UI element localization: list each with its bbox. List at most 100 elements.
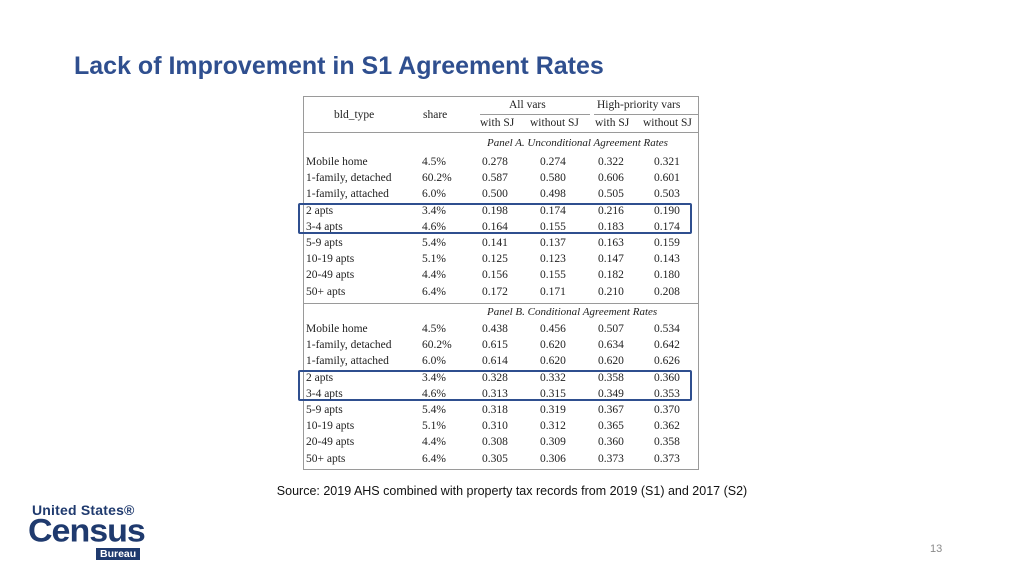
all-with-sj-cell: 0.156 bbox=[482, 269, 508, 282]
share-cell: 5.4% bbox=[422, 404, 446, 416]
group-header-all-vars: All vars bbox=[509, 99, 546, 111]
panel-a-title: Panel A. Unconditional Agreement Rates bbox=[487, 137, 668, 149]
row-label: 1-family, detached bbox=[306, 172, 392, 185]
high-with-sj-cell: 0.147 bbox=[598, 253, 624, 266]
share-cell: 6.4% bbox=[422, 452, 446, 465]
table-row: 3-4 apts 4.6% 0.313 0.315 0.349 0.353 bbox=[304, 386, 698, 402]
logo-line-2: Census bbox=[28, 512, 146, 550]
logo-line-1: United States® bbox=[32, 502, 135, 518]
table-row: 1-family, attached 6.0% 0.614 0.620 0.620 0.6… bbox=[304, 353, 698, 369]
row-label: 2 apts bbox=[306, 204, 334, 217]
table-row: 2 apts 3.4% 0.198 0.174 0.216 0.190 bbox=[304, 203, 698, 219]
row-label: 5-9 apts bbox=[306, 237, 343, 249]
all-without-sj-cell: 0.312 bbox=[540, 420, 566, 433]
all-without-sj-cell: 0.171 bbox=[540, 285, 566, 298]
table-row: 10-19 apts 5.1% 0.310 0.312 0.365 0.362 bbox=[304, 418, 698, 434]
all-with-sj-cell: 0.164 bbox=[482, 220, 508, 233]
all-with-sj-cell: 0.614 bbox=[482, 355, 508, 368]
all-without-sj-cell: 0.274 bbox=[540, 156, 566, 168]
subheader-with-sj-2: with SJ bbox=[595, 117, 630, 129]
table-row: 1-family, detached 60.2% 0.615 0.620 0.634 0.… bbox=[304, 337, 698, 353]
row-label: 3-4 apts bbox=[306, 387, 343, 400]
share-cell: 6.0% bbox=[422, 355, 446, 368]
source-note: Source: 2019 AHS combined with property … bbox=[276, 484, 748, 498]
row-label: 50+ apts bbox=[306, 285, 346, 298]
all-without-sj-cell: 0.137 bbox=[540, 237, 566, 249]
col-header-bld-type: bld_type bbox=[334, 109, 375, 121]
high-without-sj-cell: 0.208 bbox=[654, 285, 680, 298]
subheader-without-sj-1: without SJ bbox=[530, 117, 579, 129]
high-with-sj-cell: 0.183 bbox=[598, 220, 624, 233]
high-with-sj-cell: 0.606 bbox=[598, 172, 624, 185]
all-with-sj-cell: 0.278 bbox=[482, 156, 508, 168]
high-with-sj-cell: 0.634 bbox=[598, 339, 624, 352]
share-cell: 6.4% bbox=[422, 285, 446, 298]
high-with-sj-cell: 0.505 bbox=[598, 188, 624, 201]
all-without-sj-cell: 0.155 bbox=[540, 269, 566, 282]
header-rule bbox=[304, 132, 698, 133]
high-without-sj-cell: 0.370 bbox=[654, 404, 680, 416]
table-row: 20-49 apts 4.4% 0.308 0.309 0.360 0.358 bbox=[304, 434, 698, 450]
table-row: 5-9 apts 5.4% 0.318 0.319 0.367 0.370 bbox=[304, 402, 698, 418]
high-without-sj-cell: 0.159 bbox=[654, 237, 680, 249]
all-with-sj-cell: 0.500 bbox=[482, 188, 508, 201]
high-without-sj-cell: 0.353 bbox=[654, 387, 680, 400]
share-cell: 4.4% bbox=[422, 269, 446, 282]
all-with-sj-cell: 0.615 bbox=[482, 339, 508, 352]
panel-b-title: Panel B. Conditional Agreement Rates bbox=[487, 306, 658, 318]
share-cell: 4.6% bbox=[422, 387, 446, 400]
row-label: Mobile home bbox=[306, 156, 368, 168]
table-row: 1-family, detached 60.2% 0.587 0.580 0.606 0.… bbox=[304, 170, 698, 186]
high-without-sj-cell: 0.362 bbox=[654, 420, 680, 433]
high-without-sj-cell: 0.360 bbox=[654, 371, 680, 384]
high-with-sj-cell: 0.182 bbox=[598, 269, 624, 282]
high-without-sj-cell: 0.373 bbox=[654, 452, 680, 465]
row-label: 5-9 apts bbox=[306, 404, 343, 416]
row-label: 1-family, detached bbox=[306, 339, 392, 352]
row-label: 20-49 apts bbox=[306, 436, 355, 449]
all-without-sj-cell: 0.620 bbox=[540, 355, 566, 368]
row-label: 10-19 apts bbox=[306, 420, 355, 433]
high-with-sj-cell: 0.216 bbox=[598, 204, 624, 217]
row-label: 1-family, attached bbox=[306, 355, 389, 368]
page-number: 13 bbox=[930, 543, 943, 555]
all-with-sj-cell: 0.125 bbox=[482, 253, 508, 266]
group-header-high-priority: High-priority vars bbox=[597, 99, 681, 111]
high-without-sj-cell: 0.180 bbox=[654, 269, 680, 282]
all-without-sj-cell: 0.580 bbox=[540, 172, 566, 185]
row-label: 10-19 apts bbox=[306, 253, 355, 266]
all-with-sj-cell: 0.318 bbox=[482, 404, 508, 416]
all-without-sj-cell: 0.456 bbox=[540, 323, 566, 335]
table-row: 3-4 apts 4.6% 0.164 0.155 0.183 0.174 bbox=[304, 219, 698, 235]
high-with-sj-cell: 0.365 bbox=[598, 420, 624, 433]
all-with-sj-cell: 0.328 bbox=[482, 371, 508, 384]
table-row: 50+ apts 6.4% 0.172 0.171 0.210 0.208 bbox=[304, 284, 698, 300]
col-header-share: share bbox=[423, 109, 448, 121]
all-without-sj-cell: 0.306 bbox=[540, 452, 566, 465]
share-cell: 60.2% bbox=[422, 339, 452, 352]
all-with-sj-cell: 0.305 bbox=[482, 452, 508, 465]
group-underline-all bbox=[480, 114, 590, 115]
all-without-sj-cell: 0.155 bbox=[540, 220, 566, 233]
all-without-sj-cell: 0.174 bbox=[540, 204, 566, 217]
table-row: 5-9 apts 5.4% 0.141 0.137 0.163 0.159 bbox=[304, 235, 698, 251]
table-row: 50+ apts 6.4% 0.305 0.306 0.373 0.373 bbox=[304, 451, 698, 467]
table-row: 1-family, attached 6.0% 0.500 0.498 0.505 0.5… bbox=[304, 186, 698, 202]
high-with-sj-cell: 0.349 bbox=[598, 387, 624, 400]
high-with-sj-cell: 0.210 bbox=[598, 285, 624, 298]
all-with-sj-cell: 0.438 bbox=[482, 323, 508, 335]
high-with-sj-cell: 0.322 bbox=[598, 156, 624, 168]
high-with-sj-cell: 0.360 bbox=[598, 436, 624, 449]
row-label: 1-family, attached bbox=[306, 188, 389, 201]
all-with-sj-cell: 0.308 bbox=[482, 436, 508, 449]
high-without-sj-cell: 0.190 bbox=[654, 204, 680, 217]
high-without-sj-cell: 0.321 bbox=[654, 156, 680, 168]
row-label: Mobile home bbox=[306, 323, 368, 335]
highlight-box-panel-a bbox=[298, 203, 692, 234]
row-label: 20-49 apts bbox=[306, 269, 355, 282]
share-cell: 60.2% bbox=[422, 172, 452, 185]
high-without-sj-cell: 0.534 bbox=[654, 323, 680, 335]
high-with-sj-cell: 0.620 bbox=[598, 355, 624, 368]
high-without-sj-cell: 0.601 bbox=[654, 172, 680, 185]
high-with-sj-cell: 0.163 bbox=[598, 237, 624, 249]
